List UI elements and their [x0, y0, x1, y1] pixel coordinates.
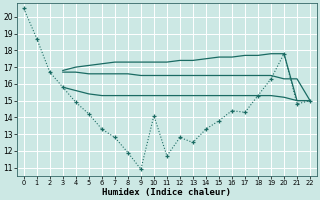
X-axis label: Humidex (Indice chaleur): Humidex (Indice chaleur)	[102, 188, 231, 197]
